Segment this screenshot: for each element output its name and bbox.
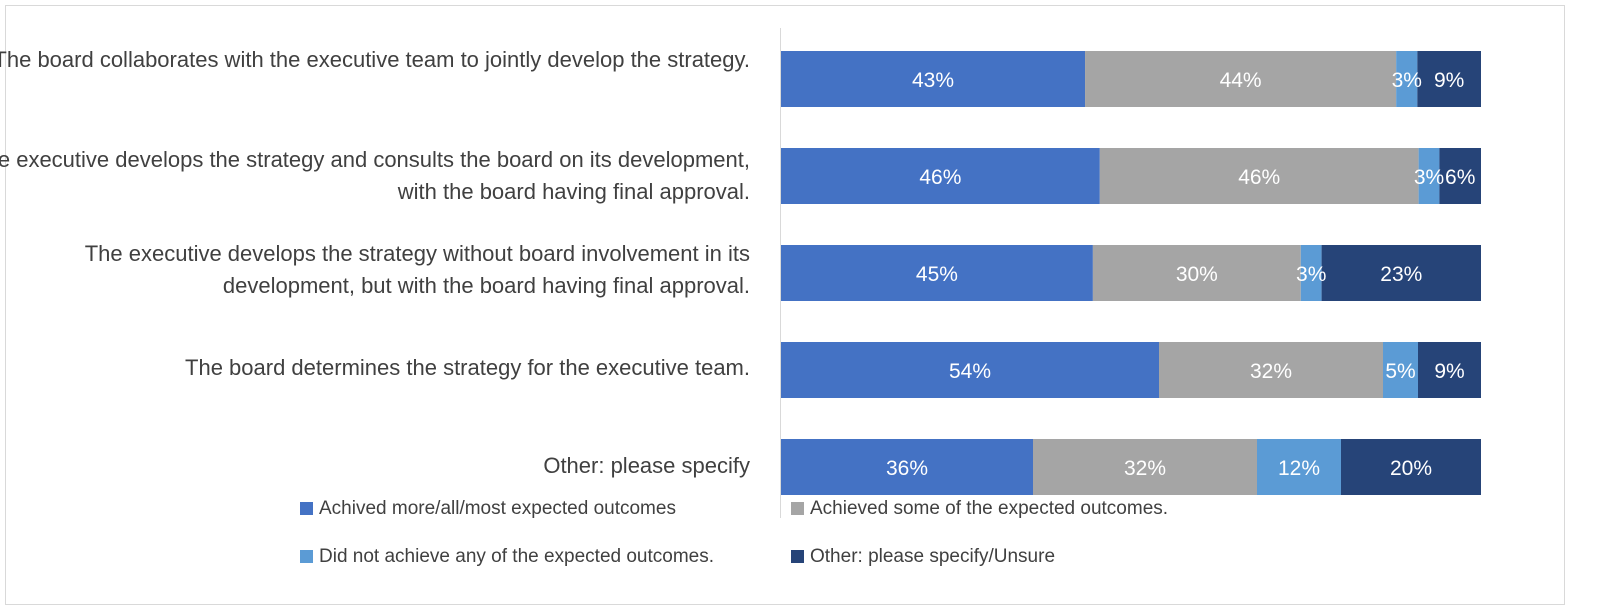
legend-item: Achieved some of the expected outcomes. xyxy=(791,498,1168,520)
data-label: 45% xyxy=(916,263,958,286)
bar-segment xyxy=(1092,245,1301,301)
bar-segment xyxy=(1439,148,1481,204)
bar-segment xyxy=(1033,439,1257,495)
bar-segment xyxy=(1418,342,1481,398)
bar-segment xyxy=(781,148,1100,204)
bar-segment xyxy=(1159,342,1383,398)
category-label: The board determines the strategy for th… xyxy=(185,355,750,380)
legend-swatch xyxy=(300,550,313,563)
legend-swatch xyxy=(300,502,313,515)
data-label: 36% xyxy=(886,457,928,480)
data-label: 6% xyxy=(1445,166,1475,189)
data-label: 32% xyxy=(1250,360,1292,383)
data-label: 30% xyxy=(1176,263,1218,286)
bar-segment xyxy=(781,439,1033,495)
legend-swatch xyxy=(791,502,804,515)
data-label: 20% xyxy=(1390,457,1432,480)
data-label: 44% xyxy=(1220,69,1262,92)
data-label: 46% xyxy=(1238,166,1280,189)
data-label: 12% xyxy=(1278,457,1320,480)
bar-segment xyxy=(781,245,1093,301)
data-label: 43% xyxy=(912,69,954,92)
bar-segment xyxy=(1383,342,1418,398)
bar-segment xyxy=(1418,148,1440,204)
bar-segment xyxy=(1417,51,1481,107)
bar-segment xyxy=(781,342,1159,398)
data-label: 3% xyxy=(1296,263,1326,286)
category-label: The board collaborates with the executiv… xyxy=(0,47,750,72)
data-label: 9% xyxy=(1434,69,1464,92)
bar-segment xyxy=(1300,245,1322,301)
data-label: 32% xyxy=(1124,457,1166,480)
data-label: 23% xyxy=(1380,263,1422,286)
legend-item: Other: please specify/Unsure xyxy=(791,546,1055,568)
bar-segment xyxy=(1099,148,1419,204)
bar-segment xyxy=(781,51,1086,107)
legend-item: Did not achieve any of the expected outc… xyxy=(300,546,714,568)
bar-segment xyxy=(1257,439,1341,495)
data-label: 5% xyxy=(1385,360,1415,383)
bar-segment xyxy=(1321,245,1481,301)
data-label: 54% xyxy=(949,360,991,383)
data-label: 3% xyxy=(1414,166,1444,189)
bar-segment xyxy=(1341,439,1481,495)
legend-swatch xyxy=(791,550,804,563)
category-label: Other: please specify xyxy=(543,453,750,478)
category-label: The executive develops the strategy and … xyxy=(0,147,750,204)
legend-label: Did not achieve any of the expected outc… xyxy=(319,546,715,567)
bar-segment xyxy=(1085,51,1397,107)
data-label: 46% xyxy=(919,166,961,189)
legend-label: Achieved some of the expected outcomes. xyxy=(810,498,1169,519)
bar-segment xyxy=(1396,51,1418,107)
category-label: The executive develops the strategy with… xyxy=(84,241,750,298)
legend-label: Achived more/all/most expected outcomes xyxy=(319,498,676,519)
legend-item: Achived more/all/most expected outcomes xyxy=(300,498,676,520)
chart-frame xyxy=(5,5,1565,605)
data-label: 9% xyxy=(1434,360,1464,383)
data-label: 3% xyxy=(1392,69,1422,92)
legend-label: Other: please specify/Unsure xyxy=(810,546,1056,567)
